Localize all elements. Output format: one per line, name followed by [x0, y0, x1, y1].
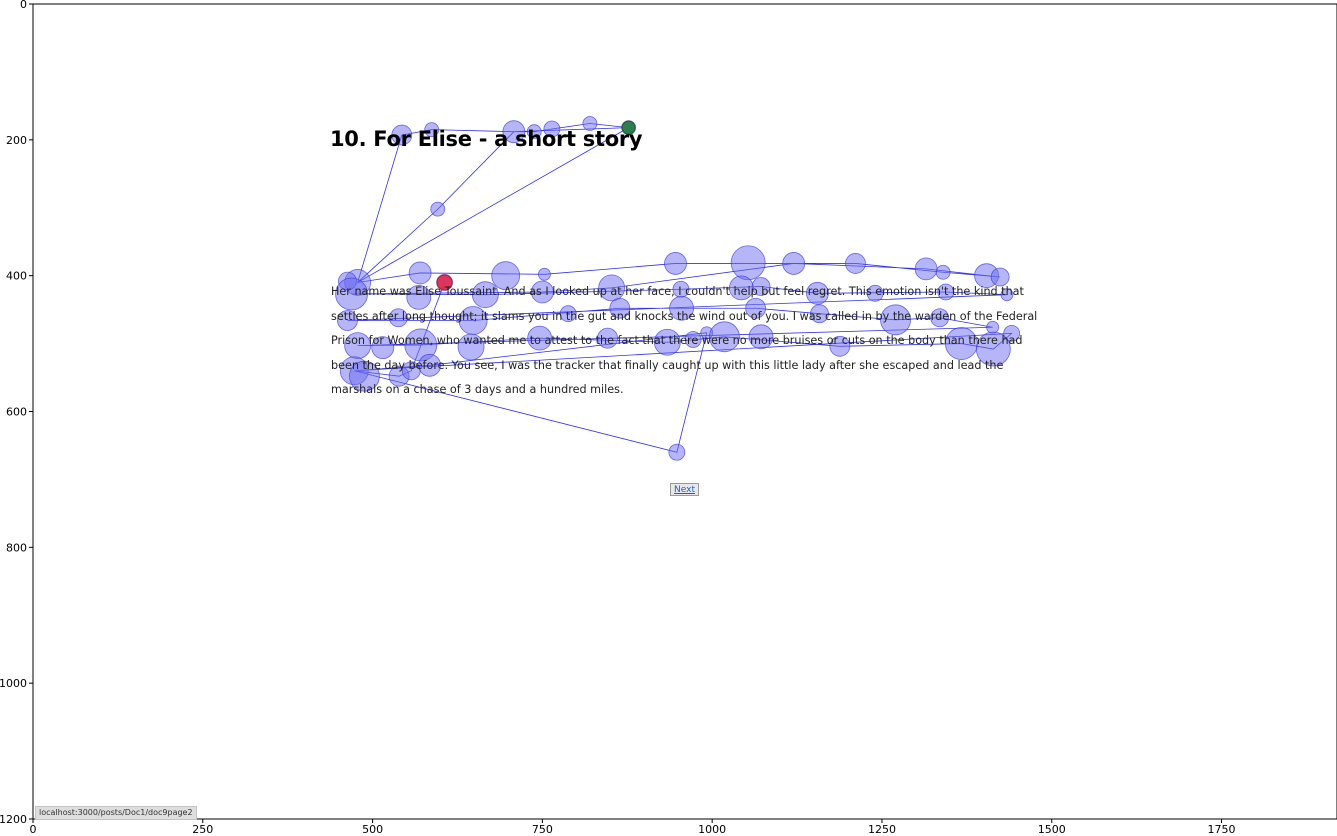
page-title: 10. For Elise - a short story [330, 127, 643, 151]
fixation-point [388, 308, 408, 328]
fixation-point [538, 267, 551, 281]
story-paragraph: Her name was Elise Toussaint. And as I l… [331, 285, 1038, 396]
x-tick-label: 0 [30, 823, 37, 836]
fixation-point [990, 267, 1010, 287]
fixation-point [866, 284, 884, 302]
fixation-point [937, 283, 955, 301]
fixation-point [1003, 324, 1021, 342]
x-tick-label: 1500 [1038, 823, 1066, 836]
end-marker [436, 274, 453, 291]
endpoint-markers [436, 120, 636, 291]
fixation-point [930, 308, 950, 328]
fixation-point [457, 333, 485, 361]
fixation-point [530, 280, 554, 304]
fixation-point [371, 336, 395, 360]
fixation-point [349, 360, 380, 392]
fixation-point [430, 201, 446, 217]
fixation-point [914, 257, 938, 281]
next-button[interactable]: Next [670, 483, 699, 496]
x-tick-label: 750 [532, 823, 553, 836]
start-marker [621, 120, 636, 135]
x-tick-label: 250 [192, 823, 213, 836]
fixation-point [582, 116, 598, 131]
fixation-point [751, 277, 771, 296]
fixation-point [559, 305, 577, 323]
fixation-point [609, 297, 631, 319]
fixation-point [335, 277, 368, 311]
fixation-point [745, 297, 767, 319]
fixation-point [664, 252, 687, 275]
fixation-point [543, 120, 561, 138]
fixation-point [975, 331, 1011, 367]
fixation-point [806, 281, 829, 305]
y-tick-label: 1200 [0, 813, 27, 826]
fixation-point [708, 321, 740, 353]
fixation-point [684, 331, 702, 348]
fixation-point [408, 261, 432, 285]
fixation-point [880, 304, 911, 336]
fixation-point [337, 310, 358, 331]
fixation-point [391, 124, 413, 146]
y-tick-label: 1000 [0, 677, 27, 690]
plot-frame [32, 3, 1337, 820]
fixation-point [597, 327, 618, 349]
fixation-point [668, 443, 686, 461]
fixation-point [526, 124, 542, 140]
status-bar-url: localhost:3000/posts/Doc1/doc9page2 [35, 806, 197, 820]
fixation-point [424, 122, 440, 138]
y-tick-label: 600 [6, 406, 27, 419]
fixation-point [418, 353, 442, 377]
fixation-point [406, 284, 432, 310]
x-tick-label: 1750 [1208, 823, 1236, 836]
fixation-point [1000, 288, 1014, 302]
fixation-point [471, 281, 499, 309]
y-tick-label: 0 [20, 0, 27, 11]
fixation-point [810, 304, 829, 324]
x-tick-label: 1250 [868, 823, 896, 836]
fixation-points [335, 116, 1021, 461]
fixation-point [527, 325, 553, 351]
fixation-point [845, 253, 866, 274]
fixation-point [598, 274, 626, 302]
fixation-point [502, 120, 526, 144]
fixation-point [935, 264, 951, 280]
fixation-point [748, 324, 774, 350]
fixation-point [653, 328, 681, 356]
fixation-point [730, 245, 766, 281]
fixation-point [669, 295, 695, 321]
fixation-point [829, 335, 851, 357]
y-tick-label: 400 [6, 270, 27, 283]
x-tick-label: 1000 [698, 823, 726, 836]
x-tick-label: 500 [362, 823, 383, 836]
fixation-point [782, 252, 806, 275]
y-tick-label: 800 [6, 541, 27, 554]
fixation-point [491, 261, 521, 291]
y-tick-label: 200 [6, 134, 27, 147]
